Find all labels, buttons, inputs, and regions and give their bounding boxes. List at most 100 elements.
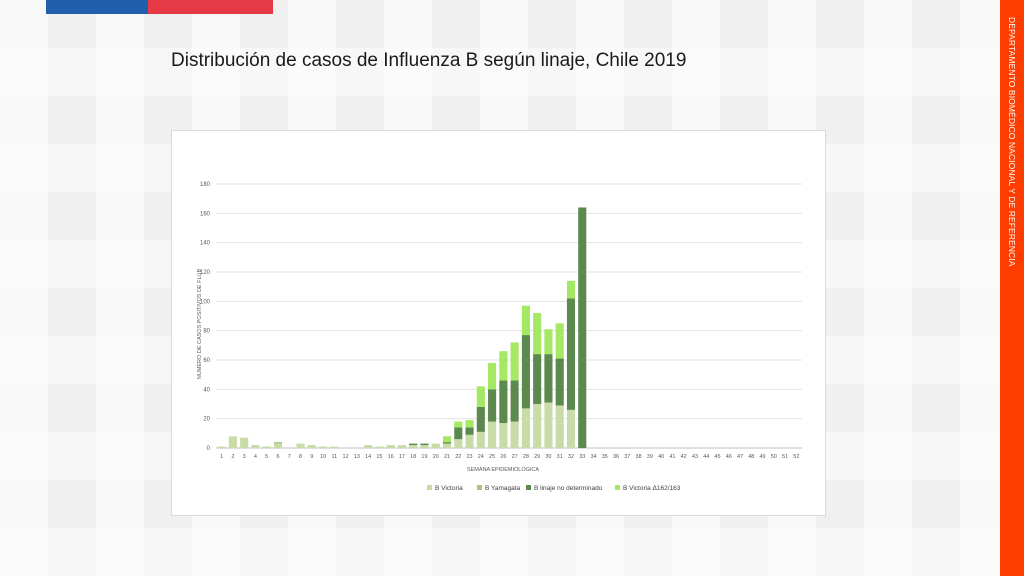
bar-segment	[386, 445, 395, 448]
bar-segment	[566, 409, 576, 448]
x-tick-label: 4	[254, 454, 257, 460]
x-axis-label: SEMANA EPIDEMIOLOGICA	[467, 467, 539, 473]
bar-segment	[544, 402, 553, 448]
x-tick-label: 6	[276, 454, 279, 460]
y-tick-label: 20	[203, 417, 210, 423]
x-tick-label: 22	[455, 454, 461, 460]
x-tick-label: 41	[669, 454, 675, 460]
bar-segment	[476, 431, 485, 448]
bar-segment	[499, 423, 508, 448]
bar-segment	[476, 406, 485, 432]
bar-segment	[442, 442, 452, 444]
legend-label: B linaje no determinado	[534, 485, 603, 492]
bar-segment	[465, 434, 474, 448]
bar-segment	[510, 342, 519, 381]
bar-segment	[510, 380, 519, 422]
x-tick-label: 3	[243, 454, 246, 460]
bar-segment	[420, 445, 429, 448]
bar-segment	[442, 436, 452, 443]
x-tick-label: 44	[703, 454, 709, 460]
x-tick-label: 43	[692, 454, 698, 460]
bar-segment	[521, 305, 530, 336]
x-tick-label: 16	[388, 454, 394, 460]
legend-swatch	[477, 485, 482, 490]
bar-segment	[555, 405, 564, 448]
x-tick-label: 33	[579, 454, 585, 460]
bar-segment	[566, 280, 576, 299]
x-tick-label: 8	[299, 454, 302, 460]
x-tick-label: 29	[534, 454, 540, 460]
bar-segment	[566, 298, 576, 410]
y-tick-label: 140	[200, 241, 211, 247]
x-tick-label: 27	[512, 454, 518, 460]
bar-segment	[499, 351, 508, 381]
bar-segment	[251, 445, 260, 448]
bar-segment	[488, 362, 497, 390]
bar-segment	[555, 323, 564, 359]
x-tick-label: 12	[343, 454, 349, 460]
y-tick-label: 0	[207, 446, 211, 452]
side-bar	[1000, 0, 1024, 576]
bar-segment	[409, 445, 418, 448]
x-tick-label: 26	[500, 454, 506, 460]
slide-title: Distribución de casos de Influenza B seg…	[171, 50, 687, 71]
bar-segment	[465, 427, 474, 435]
x-tick-label: 14	[365, 454, 371, 460]
x-tick-label: 11	[331, 454, 337, 460]
x-tick-label: 48	[748, 454, 754, 460]
x-tick-label: 5	[265, 454, 268, 460]
x-tick-label: 1	[220, 454, 223, 460]
x-tick-label: 40	[658, 454, 664, 460]
x-tick-label: 38	[636, 454, 642, 460]
x-tick-label: 21	[444, 454, 450, 460]
x-tick-label: 19	[421, 454, 427, 460]
bar-segment	[454, 421, 463, 428]
x-tick-label: 37	[624, 454, 630, 460]
bar-segment	[330, 446, 339, 448]
x-tick-label: 24	[478, 454, 484, 460]
bar-segment	[555, 358, 564, 406]
bar-segment	[465, 420, 474, 428]
bar-segment	[476, 386, 485, 407]
bar-segment	[578, 207, 587, 448]
bar-segment	[296, 443, 305, 448]
bar-segment	[240, 437, 249, 448]
chart-legend: B Victoria B Yamagata B linaje no determin…	[427, 485, 681, 492]
bar-segment	[319, 446, 328, 448]
x-tick-label: 31	[557, 454, 563, 460]
legend-label: B Yamagata	[485, 485, 521, 492]
x-tick-label: 47	[737, 454, 743, 460]
bar-segment	[488, 421, 497, 448]
bar-stacks	[217, 207, 587, 448]
legend-label: B Victoria	[435, 485, 463, 492]
bar-segment	[228, 436, 237, 448]
x-tick-label: 10	[320, 454, 326, 460]
bar-segment	[217, 446, 226, 448]
bar-segment	[409, 443, 418, 446]
y-tick-label: 180	[200, 182, 211, 188]
y-tick-labels: 0 20 40 60 80 100 120 140 160 180	[200, 182, 211, 452]
bar-segment	[533, 354, 542, 404]
x-tick-label: 34	[590, 454, 596, 460]
flag-stripe-red	[148, 0, 273, 14]
x-tick-label: 39	[647, 454, 653, 460]
bar-segment	[273, 442, 283, 444]
x-tick-label: 17	[399, 454, 405, 460]
legend-swatch	[526, 485, 531, 490]
bar-segment	[307, 445, 316, 448]
bar-segment	[420, 443, 429, 446]
x-tick-label: 51	[782, 454, 788, 460]
x-tick-label: 23	[466, 454, 472, 460]
bar-segment	[364, 445, 373, 448]
x-tick-labels: 1 2 3 4 5 6 7 8 9 10 11 12 13 14 15 16 17 18 19 20 21 22 23 24 2…	[220, 454, 799, 460]
x-tick-label: 25	[489, 454, 495, 460]
x-tick-label: 45	[714, 454, 720, 460]
x-tick-label: 30	[545, 454, 551, 460]
bar-segment	[375, 446, 384, 448]
y-tick-label: 80	[203, 329, 210, 335]
x-tick-label: 42	[681, 454, 687, 460]
x-tick-label: 35	[602, 454, 608, 460]
flag-stripe-blue	[46, 0, 148, 14]
x-tick-label: 7	[288, 454, 291, 460]
